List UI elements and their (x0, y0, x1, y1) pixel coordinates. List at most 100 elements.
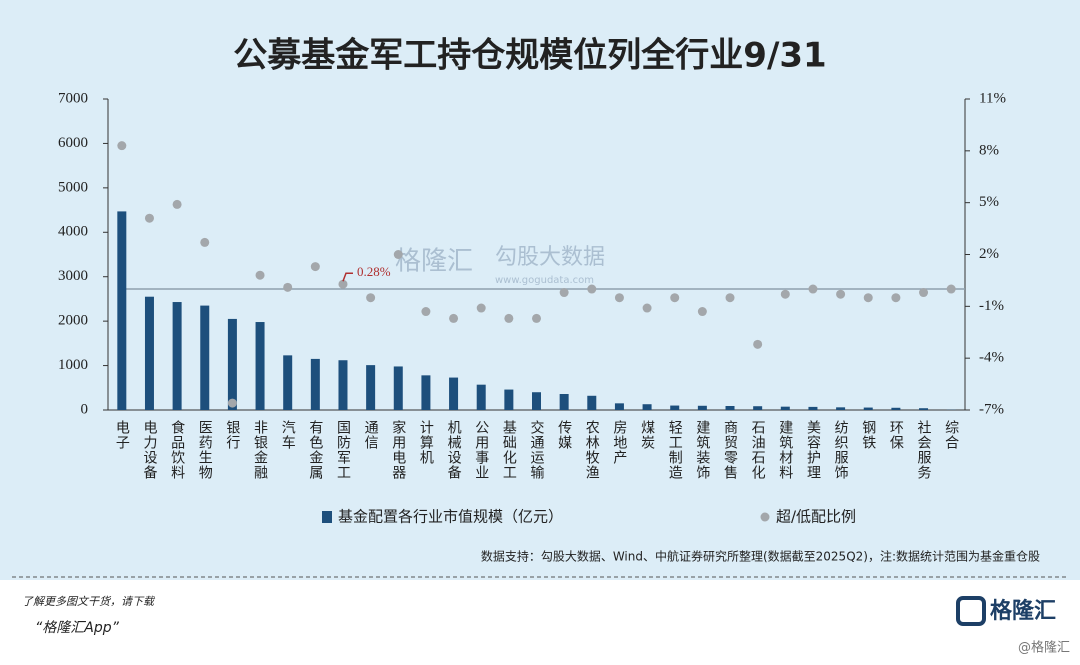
scatter-point (310, 262, 320, 272)
bar (227, 318, 237, 410)
x-tick-label: 计算机 (418, 420, 434, 465)
scatter-point (808, 284, 818, 294)
y-tick-label: 3000 (58, 268, 88, 284)
scatter-point (283, 282, 293, 292)
x-tick-label: 交通运输 (529, 419, 545, 480)
scatter-point (421, 307, 431, 317)
x-tick-label: 公用事业 (473, 420, 489, 480)
x-tick-label: 房地产 (611, 420, 627, 465)
x-tick-label: 有色金属 (307, 420, 323, 480)
bar (117, 211, 127, 410)
x-tick-label: 钢铁 (860, 420, 876, 450)
scatter-point (587, 284, 597, 294)
x-tick-label: 基础化工 (501, 419, 517, 480)
x-tick-label: 煤炭 (639, 420, 655, 450)
footer-handle: @格隆汇 (1018, 640, 1070, 656)
scatter-point (642, 303, 652, 313)
bar (393, 366, 403, 410)
scatter-point (725, 293, 735, 303)
scatter-point (504, 313, 514, 323)
scatter-point (946, 284, 956, 294)
legend-swatch (760, 512, 770, 522)
y2-tick-label: 8% (979, 142, 999, 158)
scatter-point (836, 289, 846, 299)
x-tick-label: 农林牧渔 (584, 420, 600, 480)
x-tick-label: 石油石化 (750, 420, 766, 480)
legend-label: 超/低配比例 (776, 508, 856, 526)
footer-logo: 格隆汇 (990, 598, 1056, 624)
bar (200, 305, 210, 410)
scatter-point (476, 303, 486, 313)
x-tick-label: 社会服务 (916, 420, 932, 480)
bar (891, 407, 901, 410)
scatter-point (753, 339, 763, 349)
x-tick-label: 轻工制造 (667, 420, 683, 480)
data-label: 0.28% (357, 264, 391, 279)
x-tick-label: 传媒 (556, 420, 572, 450)
watermark-brand: 格隆汇 (395, 247, 473, 277)
x-tick-label: 建筑材料 (777, 420, 793, 480)
x-tick-label: 商贸零售 (722, 420, 738, 480)
watermark-data: 勾股大数据 (495, 245, 605, 270)
source-note: 数据支持：勾股大数据、Wind、中航证券研究所整理(数据截至2025Q2)，注:… (481, 549, 1040, 564)
x-tick-label: 银行 (224, 420, 240, 450)
scatter-point (144, 213, 154, 223)
y-tick-label: 0 (81, 401, 89, 417)
bar (449, 377, 459, 410)
chart-background (0, 0, 1080, 580)
y2-tick-label: 2% (979, 246, 999, 262)
bar (780, 406, 790, 410)
chart-title: 公募基金军工持仓规模位列全行业9/31 (233, 36, 826, 76)
scatter-point (227, 398, 237, 408)
x-tick-label: 环保 (888, 420, 904, 450)
bar (559, 394, 569, 410)
y-tick-label: 1000 (58, 357, 88, 373)
bar (919, 408, 929, 410)
x-tick-label: 汽车 (280, 420, 296, 450)
bar (144, 296, 154, 410)
x-tick-label: 综合 (943, 420, 959, 450)
x-tick-label: 医药生物 (197, 420, 213, 480)
x-tick-label: 电子 (114, 420, 130, 450)
scatter-point (863, 293, 873, 303)
bar (366, 365, 376, 410)
scatter-point (559, 288, 569, 298)
bar (172, 302, 182, 410)
x-tick-label: 电力设备 (141, 420, 157, 480)
scatter-point (117, 141, 127, 151)
x-tick-label: 家用电器 (390, 419, 406, 480)
y-tick-label: 2000 (58, 313, 88, 329)
scatter-point (449, 313, 459, 323)
y-tick-label: 7000 (58, 90, 88, 106)
scatter-point (891, 293, 901, 303)
y2-tick-label: -1% (979, 298, 1004, 314)
footer-app: “格隆汇App” (35, 620, 120, 636)
scatter-point (366, 293, 376, 303)
legend-swatch (322, 511, 332, 523)
scatter-point (614, 293, 624, 303)
bar (421, 375, 431, 410)
bar (642, 404, 652, 410)
bar (255, 322, 265, 410)
x-tick-label: 纺织服饰 (833, 420, 849, 480)
bar (863, 407, 873, 410)
bar (338, 360, 348, 410)
legend-label: 基金配置各行业市值规模（亿元） (338, 508, 563, 526)
scatter-point (255, 270, 265, 280)
bar (476, 384, 486, 410)
scatter-point (532, 313, 541, 323)
bar (697, 405, 707, 410)
y2-tick-label: 5% (979, 194, 999, 210)
x-tick-label: 非银金融 (252, 420, 268, 480)
bar (808, 406, 818, 410)
y-tick-label: 4000 (58, 224, 88, 240)
bar (753, 406, 763, 410)
scatter-point (172, 199, 182, 209)
watermark-url: www.gogudata.com (495, 275, 594, 286)
label-leader (342, 272, 353, 282)
y-tick-label: 5000 (58, 179, 88, 195)
bar (532, 392, 541, 410)
x-tick-label: 机械设备 (446, 420, 462, 480)
bar (283, 355, 293, 410)
